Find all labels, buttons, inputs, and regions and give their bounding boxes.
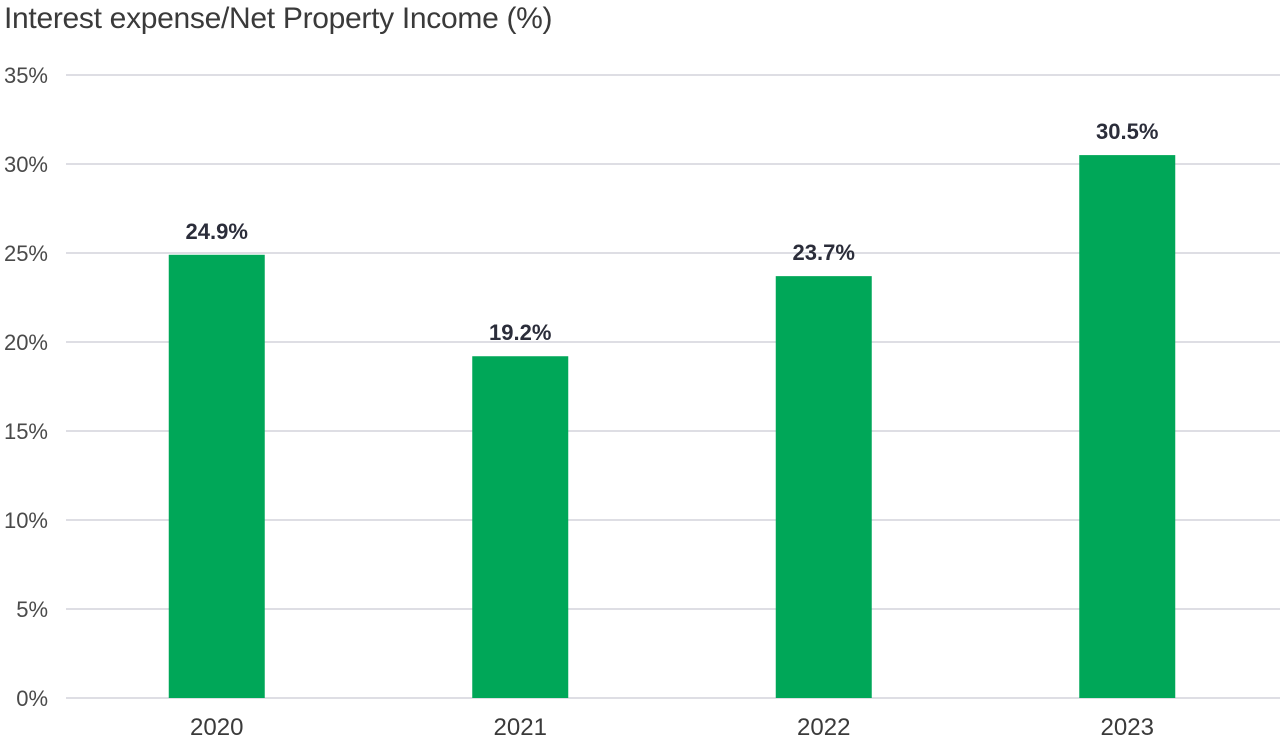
data-label: 19.2% xyxy=(489,320,551,345)
data-label: 23.7% xyxy=(793,240,855,265)
y-tick-label: 25% xyxy=(4,241,48,266)
bar xyxy=(1079,155,1176,699)
bar xyxy=(168,254,265,698)
x-tick-label: 2022 xyxy=(797,714,850,740)
x-tick-label: 2023 xyxy=(1101,714,1154,740)
bar xyxy=(472,356,569,698)
x-tick-label: 2020 xyxy=(190,714,243,740)
y-tick-label: 5% xyxy=(16,597,48,622)
y-tick-label: 35% xyxy=(4,63,48,88)
y-tick-label: 20% xyxy=(4,330,48,355)
y-tick-label: 0% xyxy=(16,686,48,711)
y-tick-label: 15% xyxy=(4,419,48,444)
y-tick-label: 10% xyxy=(4,508,48,533)
bar xyxy=(775,276,872,698)
y-tick-label: 30% xyxy=(4,152,48,177)
chart-title: Interest expense/Net Property Income (%) xyxy=(4,2,553,35)
data-label: 30.5% xyxy=(1096,119,1158,144)
data-label: 24.9% xyxy=(186,219,248,244)
x-tick-label: 2021 xyxy=(494,714,547,740)
